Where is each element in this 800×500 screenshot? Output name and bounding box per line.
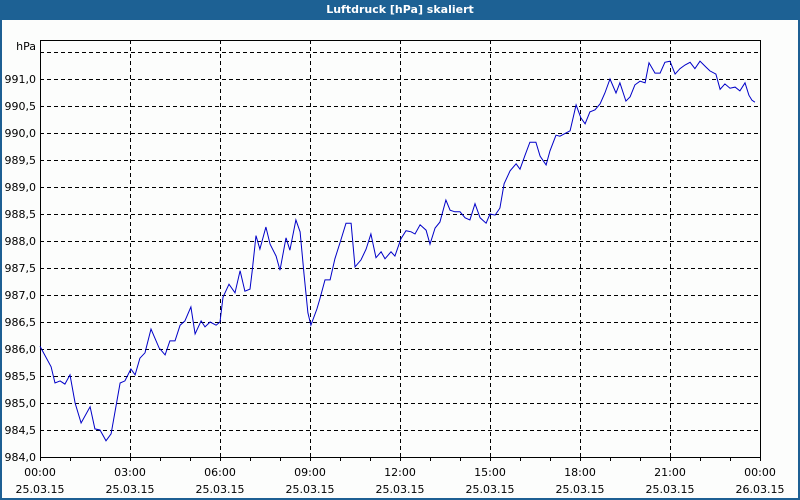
y-tick-label: 991,0: [5, 73, 37, 86]
x-tick-date-label: 25.03.15: [196, 483, 245, 496]
y-tick-label: 985,0: [5, 397, 37, 410]
pressure-series-line: [39, 60, 756, 442]
window-title: Luftdruck [hPa] skaliert: [0, 0, 800, 20]
x-tick-time-label: 00:00: [744, 466, 776, 479]
x-tick-date-label: 25.03.15: [16, 483, 65, 496]
y-tick-label: 984,0: [5, 451, 37, 464]
y-tick-label: 988,5: [5, 208, 37, 221]
y-axis-unit-label: hPa: [16, 40, 36, 53]
y-tick-label: 986,5: [5, 316, 37, 329]
y-tick-label: 987,5: [5, 262, 37, 275]
x-tick-date-label: 25.03.15: [376, 483, 425, 496]
y-tick-label: 989,5: [5, 154, 37, 167]
y-tick-label: 986,0: [5, 343, 37, 356]
x-tick-time-label: 12:00: [384, 466, 416, 479]
x-tick-time-label: 00:00: [24, 466, 56, 479]
y-tick-label: 990,0: [5, 127, 37, 140]
x-tick-time-label: 15:00: [474, 466, 506, 479]
x-tick-date-label: 25.03.15: [466, 483, 515, 496]
x-tick-time-label: 03:00: [114, 466, 146, 479]
y-tick-label: 987,0: [5, 289, 37, 302]
y-tick-label: 985,5: [5, 370, 37, 383]
x-tick-date-label: 25.03.15: [556, 483, 605, 496]
y-tick-label: 990,5: [5, 100, 37, 113]
y-tick-label: 989,0: [5, 181, 37, 194]
x-tick-date-label: 25.03.15: [106, 483, 155, 496]
x-tick-time-label: 18:00: [564, 466, 596, 479]
x-tick-time-label: 21:00: [654, 466, 686, 479]
x-tick-date-label: 26.03.15: [736, 483, 785, 496]
x-tick-time-label: 06:00: [204, 466, 236, 479]
x-tick-date-label: 25.03.15: [286, 483, 335, 496]
x-tick-date-label: 25.03.15: [646, 483, 695, 496]
y-tick-label: 984,5: [5, 424, 37, 437]
y-tick-label: 988,0: [5, 235, 37, 248]
x-tick-time-label: 09:00: [294, 466, 326, 479]
